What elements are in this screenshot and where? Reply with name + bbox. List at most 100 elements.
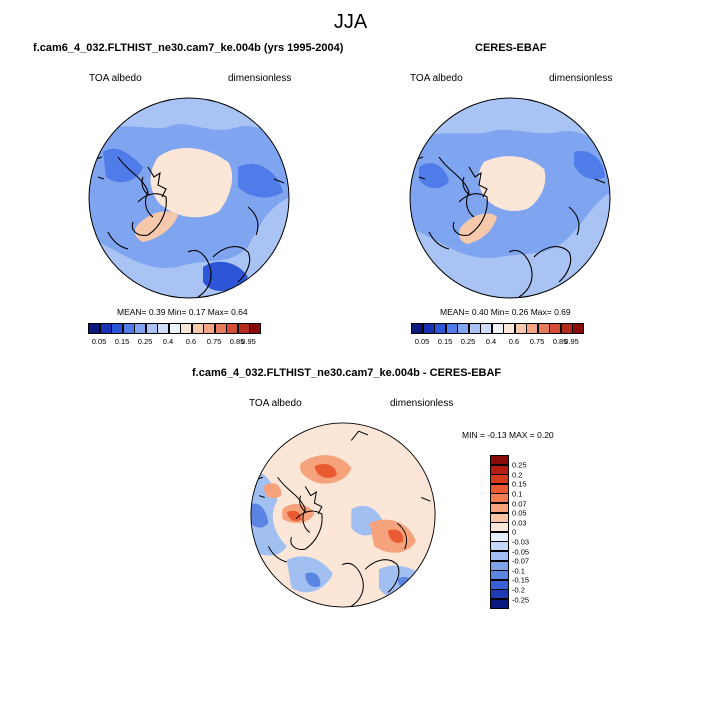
diff-colorbar-box bbox=[490, 598, 509, 609]
diff-colorbar-box bbox=[490, 589, 509, 600]
diff-positive-field bbox=[263, 455, 416, 553]
panel1-colorbar-box bbox=[168, 323, 181, 334]
figure-title: JJA bbox=[333, 11, 368, 33]
panel2-colorbar-tick-label: 0.15 bbox=[437, 337, 453, 346]
diff-colorbar-box bbox=[490, 474, 509, 485]
panel1-colorbar-box bbox=[111, 323, 123, 334]
panel2-polar-map bbox=[409, 97, 611, 299]
diff-negative-field bbox=[250, 471, 430, 599]
panel2-greenland-field bbox=[459, 213, 497, 244]
panel1-colorbar-box bbox=[214, 323, 227, 334]
panel1-colorbar-box bbox=[249, 323, 261, 334]
diff-colorbar-tick-label: 0.05 bbox=[512, 508, 527, 518]
diff-strong-negative-field bbox=[250, 503, 416, 593]
panel1-colorbar-box bbox=[122, 323, 135, 334]
diff-colorbar bbox=[490, 455, 509, 609]
panel1-low-field bbox=[103, 148, 283, 198]
panel1-colorbar-tick-label: 0.15 bbox=[114, 337, 130, 346]
diff-colorbar-tick-label: 0.1 bbox=[512, 489, 523, 499]
panel1-colorbar bbox=[88, 323, 261, 334]
diff-colorbar-box bbox=[490, 570, 509, 581]
panel2-title: CERES-EBAF bbox=[475, 42, 547, 54]
panel2-colorbar-box bbox=[434, 323, 446, 334]
panel2-colorbar-box bbox=[572, 323, 584, 334]
diff-colorbar-tick-label: -0.03 bbox=[512, 537, 530, 547]
diff-colorbar-tick-label: 0.07 bbox=[512, 499, 527, 508]
diff-colorbar-tick-label: -0.1 bbox=[512, 566, 525, 576]
panel2-colorbar-box bbox=[457, 323, 469, 334]
panel1-center-field bbox=[150, 147, 233, 218]
panel1-units-label: dimensionless bbox=[228, 73, 292, 84]
diff-colorbar-box bbox=[490, 560, 509, 571]
panel1-title: f.cam6_4_032.FLTHIST_ne30.cam7_ke.004b (… bbox=[33, 42, 344, 54]
panel1-colorbar-box bbox=[145, 323, 158, 334]
diff-colorbar-tick-label: -0.05 bbox=[512, 547, 530, 556]
panel1-colorbar-tick-label: 0.05 bbox=[91, 337, 107, 346]
diff-colorbar-box bbox=[490, 502, 509, 514]
panel1-colorbar-box bbox=[157, 323, 169, 334]
panel2-variable-label: TOA albedo bbox=[410, 73, 463, 84]
panel2-stats: MEAN= 0.40 Min= 0.26 Max= 0.69 bbox=[440, 307, 571, 317]
panel1-colorbar-tick-label: 0.95 bbox=[241, 337, 256, 346]
panel2-colorbar-box bbox=[526, 323, 538, 334]
diff-colorbar-tick-label: -0.2 bbox=[512, 585, 525, 595]
panel2-colorbar-tick-label: 0.05 bbox=[414, 337, 430, 346]
panel2-colorbar-box bbox=[537, 323, 550, 334]
panel2-colorbar-tick-label: 0.75 bbox=[529, 337, 545, 346]
diff-colorbar-tick-label: -0.25 bbox=[512, 595, 530, 604]
panel2-colorbar-box bbox=[468, 323, 481, 334]
panel1-colorbar-tick-label: 0.75 bbox=[206, 337, 222, 346]
panel1-colorbar-box bbox=[226, 323, 238, 334]
panel1-colorbar-box bbox=[237, 323, 250, 334]
panel2-units-label: dimensionless bbox=[549, 73, 613, 84]
diff-colorbar-box bbox=[490, 550, 509, 562]
panel2-colorbar-tick-label: 0.95 bbox=[564, 337, 579, 346]
panel2-colorbar-tick-label: 0.6 bbox=[508, 337, 520, 346]
diff-panel-title: f.cam6_4_032.FLTHIST_ne30.cam7_ke.004b -… bbox=[192, 367, 502, 379]
panel2-colorbar-box bbox=[560, 323, 573, 334]
panel2-low-field bbox=[419, 150, 605, 189]
panel2-colorbar-box bbox=[549, 323, 561, 334]
diff-colorbar-box bbox=[490, 512, 509, 523]
panel1-colorbar-box bbox=[180, 323, 192, 334]
panel1-colorbar-box bbox=[191, 323, 204, 334]
panel2-colorbar-box bbox=[422, 323, 435, 334]
panel2-colorbar-box bbox=[480, 323, 492, 334]
panel1-polar-map bbox=[88, 97, 290, 299]
panel1-colorbar-box bbox=[99, 323, 112, 334]
diff-colorbar-tick-label: 0.15 bbox=[512, 479, 527, 489]
diff-colorbar-box bbox=[490, 522, 509, 533]
diff-colorbar-box bbox=[490, 464, 509, 475]
diff-colorbar-box bbox=[490, 541, 509, 552]
diff-strong-positive-field bbox=[286, 463, 404, 543]
diff-colorbar-tick-label: 0.03 bbox=[512, 518, 527, 528]
panel1-colorbar-tick-label: 0.4 bbox=[162, 337, 174, 346]
diff-colorbar-tick-label: 0.2 bbox=[512, 470, 523, 480]
diff-colorbar-tick-label: -0.07 bbox=[512, 556, 530, 566]
diff-colorbar-box bbox=[490, 493, 509, 504]
panel1-greenland-field bbox=[134, 211, 178, 242]
panel2-center-field bbox=[478, 156, 546, 212]
panel2-colorbar-box bbox=[445, 323, 458, 334]
panel2-colorbar-tick-label: 0.4 bbox=[485, 337, 497, 346]
panel2-colorbar-box bbox=[491, 323, 504, 334]
panel1-colorbar-box bbox=[88, 323, 100, 334]
diff-polar-map bbox=[250, 422, 436, 608]
diff-stats: MIN = -0.13 MAX = 0.20 bbox=[462, 430, 554, 440]
diff-colorbar-box bbox=[490, 455, 509, 466]
panel1-colorbar-tick-label: 0.25 bbox=[137, 337, 153, 346]
panel1-colorbar-box bbox=[134, 323, 146, 334]
panel2-colorbar-tick-label: 0.85 bbox=[552, 337, 568, 346]
panel1-deep-field bbox=[203, 261, 248, 292]
panel2-colorbar-box bbox=[411, 323, 423, 334]
diff-colorbar-tick-label: -0.15 bbox=[512, 575, 530, 585]
diff-colorbar-tick-label: 0 bbox=[512, 527, 517, 537]
panel2-colorbar bbox=[411, 323, 584, 334]
panel2-colorbar-box bbox=[503, 323, 515, 334]
panel1-variable-label: TOA albedo bbox=[89, 73, 142, 84]
panel1-stats: MEAN= 0.39 Min= 0.17 Max= 0.64 bbox=[117, 307, 248, 317]
diff-units-label: dimensionless bbox=[390, 398, 454, 409]
panel2-colorbar-tick-label: 0.25 bbox=[460, 337, 476, 346]
panel1-colorbar-tick-label: 0.6 bbox=[185, 337, 197, 346]
diff-colorbar-box bbox=[490, 579, 509, 590]
